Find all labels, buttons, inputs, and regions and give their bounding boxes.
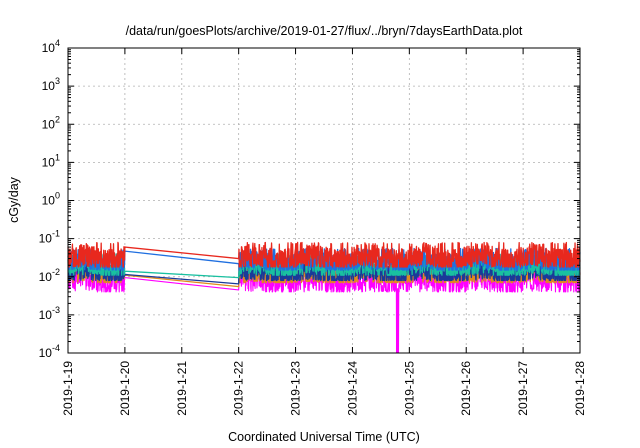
chart-title: /data/run/goesPlots/archive/2019-01-27/f…	[126, 24, 523, 38]
x-tick-label: 2019-1-22	[232, 361, 246, 416]
y-tick-label: 10-2	[39, 267, 60, 284]
x-tick-label: 2019-1-25	[402, 361, 416, 416]
x-tick-label: 2019-1-20	[118, 361, 132, 416]
x-tick-labels: 2019-1-19 2019-1-20 2019-1-21 2019-1-22 2019…	[61, 361, 587, 416]
grid	[68, 48, 580, 353]
y-tick-label: 103	[42, 76, 60, 93]
y-tick-label: 101	[42, 152, 60, 169]
x-tick-label: 2019-1-26	[459, 361, 473, 416]
x-tick-label: 2019-1-19	[61, 361, 75, 416]
y-tick-labels: 10-4 10-3 10-2 10-1 100 101 102 103 104	[39, 38, 60, 360]
x-tick-label: 2019-1-23	[289, 361, 303, 416]
x-tick-label: 2019-1-24	[345, 361, 359, 416]
x-tick-label: 2019-1-27	[516, 361, 530, 416]
x-tick-label: 2019-1-21	[175, 361, 189, 416]
series-line-6	[67, 241, 581, 268]
y-axis-label: cGy/day	[7, 176, 21, 223]
y-tick-label: 10-1	[39, 229, 60, 246]
y-tick-label: 10-3	[39, 305, 60, 322]
x-tick-label: 2019-1-28	[573, 361, 587, 416]
y-tick-label: 10-4	[39, 343, 60, 360]
y-tick-label: 100	[42, 191, 60, 208]
series-layer	[67, 241, 581, 354]
x-axis-label: Coordinated Universal Time (UTC)	[228, 430, 420, 444]
ticks	[67, 47, 581, 354]
y-tick-label: 104	[42, 38, 60, 55]
y-tick-label: 102	[42, 114, 60, 131]
